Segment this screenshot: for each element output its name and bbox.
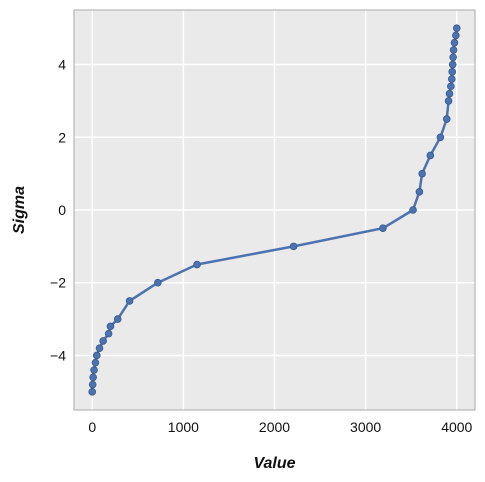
data-point — [193, 260, 201, 269]
data-point — [450, 38, 459, 47]
data-point — [289, 242, 298, 251]
data-point — [90, 366, 98, 374]
data-point — [444, 97, 453, 105]
data-point — [452, 24, 461, 32]
data-point — [106, 322, 115, 331]
series-layer — [88, 24, 461, 396]
data-point — [448, 60, 457, 69]
data-point — [154, 278, 162, 287]
y-tick-label: −4 — [50, 347, 66, 363]
x-tick-labels: 0 1000 2000 3000 4000 — [88, 419, 472, 435]
data-point — [379, 224, 387, 232]
x-tick-label: 1000 — [168, 419, 199, 435]
data-point — [104, 329, 113, 338]
y-tick-labels: −4 −2 0 2 4 — [50, 57, 66, 364]
x-tick-label: 2000 — [259, 419, 290, 435]
x-axis-title: Value — [253, 455, 295, 472]
data-point — [88, 380, 97, 389]
grid-lines — [74, 10, 475, 410]
data-point — [99, 337, 107, 345]
data-point — [436, 133, 445, 142]
data-point — [113, 315, 122, 323]
data-point — [449, 53, 457, 62]
plot-frame — [73, 9, 476, 411]
data-point — [447, 82, 455, 91]
data-point — [89, 373, 97, 382]
data-point — [426, 151, 435, 160]
data-point — [442, 115, 451, 123]
y-tick-label: 2 — [58, 129, 66, 145]
y-tick-label: 4 — [58, 57, 66, 73]
y-tick-label: 0 — [58, 202, 66, 218]
y-tick-label: −2 — [50, 275, 66, 291]
x-tick-label: 4000 — [441, 419, 472, 435]
data-point — [449, 46, 458, 54]
data-point — [415, 188, 424, 196]
data-point — [418, 169, 426, 178]
data-point — [88, 388, 97, 396]
y-axis-title: Sigma — [11, 186, 28, 234]
data-point — [452, 31, 460, 40]
data-point — [409, 206, 417, 214]
data-point — [125, 297, 134, 305]
data-point — [95, 344, 104, 352]
data-point — [445, 89, 454, 98]
data-point — [92, 351, 101, 360]
x-tick-label: 3000 — [350, 419, 381, 435]
x-tick-label: 0 — [88, 419, 96, 435]
data-point — [447, 75, 456, 83]
data-point — [448, 68, 457, 76]
data-point — [91, 358, 100, 367]
